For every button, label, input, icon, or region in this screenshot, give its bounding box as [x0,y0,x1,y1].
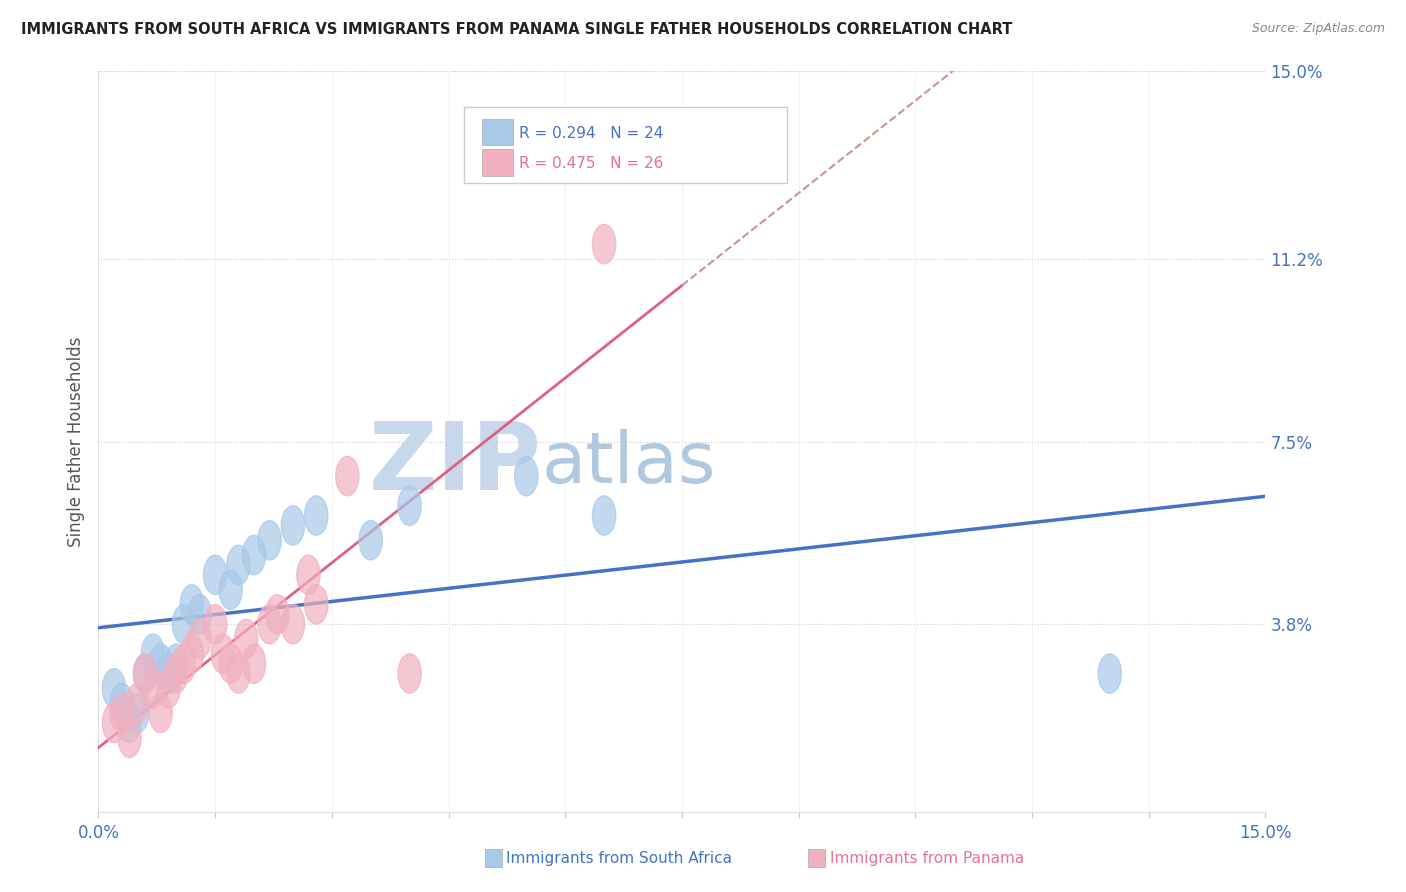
Ellipse shape [297,555,321,595]
Ellipse shape [149,693,173,732]
Ellipse shape [110,683,134,723]
Ellipse shape [188,595,211,634]
Ellipse shape [242,644,266,683]
Ellipse shape [592,225,616,264]
Ellipse shape [188,619,211,658]
Ellipse shape [281,506,305,545]
Text: R = 0.294   N = 24: R = 0.294 N = 24 [519,126,664,141]
Ellipse shape [157,669,180,708]
Ellipse shape [118,703,141,743]
Ellipse shape [515,457,538,496]
Ellipse shape [118,718,141,757]
Ellipse shape [134,654,157,693]
Ellipse shape [141,669,165,708]
Ellipse shape [173,605,195,644]
Ellipse shape [125,683,149,723]
Ellipse shape [103,669,125,708]
Text: Immigrants from South Africa: Immigrants from South Africa [506,851,733,865]
Ellipse shape [266,595,290,634]
Text: Immigrants from Panama: Immigrants from Panama [830,851,1024,865]
Ellipse shape [281,605,305,644]
Ellipse shape [219,644,242,683]
Ellipse shape [165,654,188,693]
Text: atlas: atlas [541,429,716,499]
Ellipse shape [398,654,422,693]
Ellipse shape [336,457,359,496]
Ellipse shape [125,693,149,732]
Ellipse shape [219,570,242,609]
Ellipse shape [180,634,204,673]
Ellipse shape [305,496,328,535]
Ellipse shape [157,654,180,693]
Ellipse shape [257,521,281,560]
Ellipse shape [204,555,226,595]
Ellipse shape [226,654,250,693]
Ellipse shape [149,644,173,683]
Ellipse shape [211,634,235,673]
Ellipse shape [592,496,616,535]
Ellipse shape [226,545,250,584]
Text: IMMIGRANTS FROM SOUTH AFRICA VS IMMIGRANTS FROM PANAMA SINGLE FATHER HOUSEHOLDS : IMMIGRANTS FROM SOUTH AFRICA VS IMMIGRAN… [21,22,1012,37]
Ellipse shape [110,693,134,732]
Ellipse shape [359,521,382,560]
Ellipse shape [165,644,188,683]
Ellipse shape [204,605,226,644]
Ellipse shape [103,703,125,743]
Text: ZIP: ZIP [368,417,541,509]
Ellipse shape [141,634,165,673]
Ellipse shape [1098,654,1122,693]
Ellipse shape [257,605,281,644]
Ellipse shape [173,644,195,683]
Ellipse shape [180,584,204,624]
Text: Source: ZipAtlas.com: Source: ZipAtlas.com [1251,22,1385,36]
Ellipse shape [134,654,157,693]
Ellipse shape [398,486,422,525]
Ellipse shape [305,584,328,624]
Y-axis label: Single Father Households: Single Father Households [66,336,84,547]
Text: R = 0.475   N = 26: R = 0.475 N = 26 [519,156,664,171]
Ellipse shape [242,535,266,574]
Ellipse shape [235,619,257,658]
